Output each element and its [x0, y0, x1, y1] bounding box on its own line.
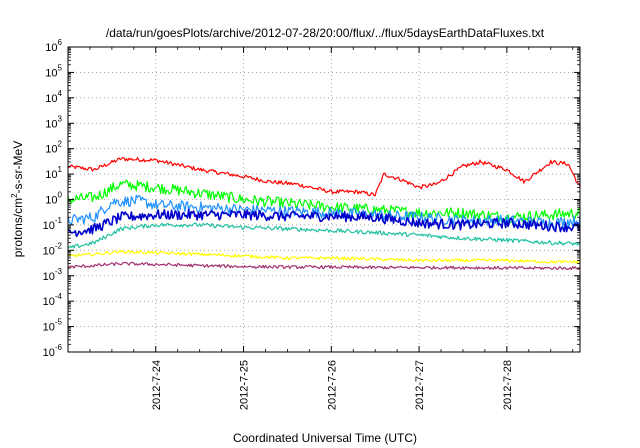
series-line: [67, 208, 581, 238]
chart-title: /data/run/goesPlots/archive/2012-07-28/2…: [106, 26, 545, 40]
y-tick-label: 106: [45, 38, 62, 54]
series-line: [67, 249, 581, 264]
x-tick-label: 2012-7-27: [414, 360, 426, 410]
series-line: [67, 179, 581, 224]
y-tick-label: 104: [45, 89, 62, 105]
series-line: [67, 261, 581, 271]
y-tick-label: 100: [45, 191, 62, 207]
x-tick-label: 2012-7-26: [326, 360, 338, 410]
y-axis-title-sup: 2: [10, 193, 19, 198]
y-axis-title-pre: protons/cm: [11, 198, 25, 257]
y-axis-title: protons/cm2-s-sr-MeV: [10, 141, 25, 257]
grid: [68, 47, 580, 352]
x-tick-label: 2012-7-28: [502, 360, 514, 410]
y-tick-label: 101: [45, 165, 62, 181]
y-tick-label: 103: [45, 114, 62, 130]
y-tick-label: 10-4: [43, 292, 63, 308]
series-line: [67, 156, 581, 197]
y-tick-label: 10-6: [43, 343, 63, 359]
series-layer: [67, 156, 581, 271]
y-axis-title-post: -s-sr-MeV: [11, 141, 25, 194]
x-tick-label: 2012-7-25: [239, 360, 251, 410]
y-tick-label: 10-5: [43, 318, 63, 334]
x-tick-label: 2012-7-24: [151, 360, 163, 410]
ticks-layer: 106 105 104 103 102 101 100 10-1 10-2 10-3 10-4 10-…: [43, 38, 580, 410]
y-tick-label: 10-3: [43, 267, 63, 283]
y-tick-label: 10-2: [43, 241, 63, 257]
x-axis-title: Coordinated Universal Time (UTC): [233, 431, 417, 445]
y-tick-label: 10-1: [43, 216, 63, 232]
y-tick-label: 102: [45, 140, 62, 156]
y-tick-label: 105: [45, 63, 62, 79]
series-line: [67, 222, 581, 249]
